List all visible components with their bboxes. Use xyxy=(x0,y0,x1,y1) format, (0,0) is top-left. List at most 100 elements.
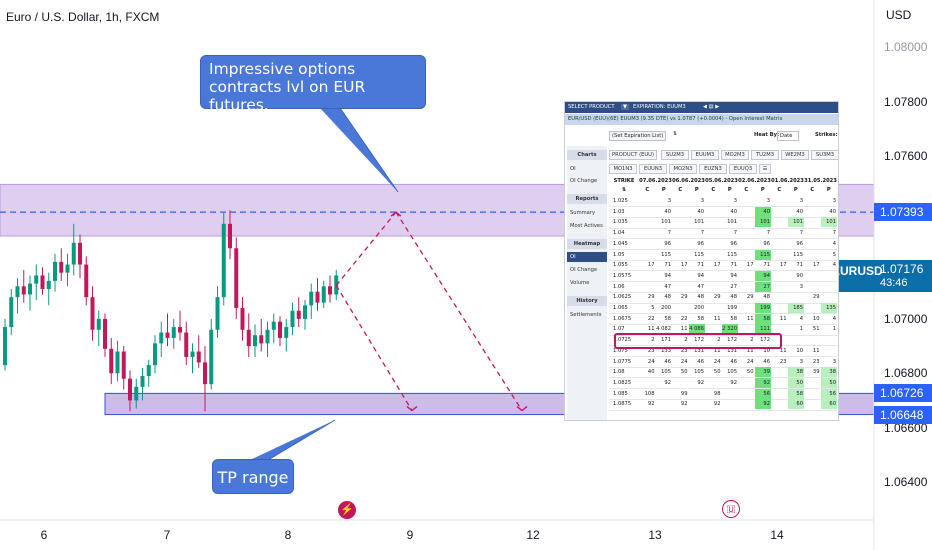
side-item-volume[interactable]: Volume xyxy=(570,280,590,286)
oi-cell xyxy=(722,399,739,409)
product-button[interactable]: EUUN3 xyxy=(639,164,667,174)
select-product-button[interactable]: SELECT PRODUCT xyxy=(568,104,615,110)
lightning-event-icon[interactable]: ⚡ xyxy=(338,501,356,519)
strike-cell: 1.06 xyxy=(613,283,625,290)
oi-cell: 23 xyxy=(812,358,820,365)
oi-cell xyxy=(639,217,656,227)
product-button[interactable]: SU3M3 xyxy=(811,150,838,160)
oi-cell: 101 xyxy=(754,217,771,228)
tp-range-callout[interactable]: TP range xyxy=(212,459,294,494)
oi-cell: 92 xyxy=(754,399,771,410)
matrix-title: EUR/USD (EUU)(6E) EUUM3 (9.35 DTE) vs 1.… xyxy=(565,114,838,125)
candle-body xyxy=(46,280,51,290)
options-callout[interactable]: Impressive options contracts lvl on EUR … xyxy=(200,55,426,114)
product-button[interactable]: EUZN3 xyxy=(699,164,727,174)
oi-cell: 172 xyxy=(727,337,737,344)
candle-body xyxy=(165,332,170,338)
oi-cell: 46 xyxy=(697,358,704,365)
oi-cell: 40 xyxy=(754,206,771,217)
oi-cell: 7 xyxy=(766,230,770,237)
price-tick-label: 1.07000 xyxy=(884,311,928,326)
nav-icons[interactable]: ◀ ▤ ▶ xyxy=(703,104,720,110)
candle-body xyxy=(21,286,26,295)
oi-cell: 90 xyxy=(796,272,803,279)
oi-cell: 96 xyxy=(730,240,737,247)
oi-cell: 7 xyxy=(667,230,671,237)
oi-cell: 185 xyxy=(787,303,804,313)
product-button[interactable]: EUUQ3 xyxy=(729,164,757,174)
oi-cell xyxy=(771,378,788,388)
side-item-oi[interactable]: OI xyxy=(570,166,576,172)
oi-cell: 115 xyxy=(661,251,671,258)
price-level-tag: 1.06726 xyxy=(874,384,932,403)
oi-cell: 29 xyxy=(680,294,688,301)
expiration-list-select[interactable]: (Set Expiration List) xyxy=(609,131,667,141)
oi-cell xyxy=(738,389,755,399)
candle-body xyxy=(71,242,76,265)
side-item-settlements[interactable]: Settlements xyxy=(570,312,602,318)
oi-cell: 23 xyxy=(779,358,787,365)
candle-body xyxy=(15,286,20,298)
oi-cell xyxy=(672,217,689,227)
oi-cell: 39 xyxy=(754,367,771,378)
oi-cell: 4 xyxy=(832,262,836,269)
oi-cell: 50 xyxy=(713,369,721,376)
oi-cell: 23 xyxy=(680,347,688,354)
product-button[interactable]: MO1N3 xyxy=(609,164,637,174)
row-divider xyxy=(609,259,837,261)
oi-cell: 60 xyxy=(820,399,837,410)
oi-cell xyxy=(672,207,689,217)
oi-cell: 24 xyxy=(647,358,655,365)
matrix-toolbar: SELECT PRODUCT ▼ EXPIRATION: EUUM3 ◀ ▤ ▶ xyxy=(565,102,838,113)
side-item-heatmap-oi-change[interactable]: OI Change xyxy=(570,267,598,273)
time-tick-label: 14 xyxy=(770,528,784,542)
product-button[interactable]: PRODUCT (EUU) xyxy=(609,150,657,160)
side-item-summary[interactable]: Summary xyxy=(570,210,596,216)
oi-cell: 24 xyxy=(713,358,721,365)
time-tick-label: 12 xyxy=(526,528,540,542)
us-flag-event-icon[interactable]: 🇺 xyxy=(722,500,740,518)
oi-cell: 50 xyxy=(787,377,804,388)
oi-cell: 38 xyxy=(787,367,804,378)
oi-cell xyxy=(738,207,755,217)
oi-cell: 17 xyxy=(713,262,721,269)
time-tick-label: 7 xyxy=(163,528,171,542)
oi-cell: 7 xyxy=(733,230,737,237)
oi-cell: 11 xyxy=(647,326,655,333)
product-button[interactable]: MO2N3 xyxy=(669,164,697,174)
side-item-heatmap-oi[interactable]: OI xyxy=(567,252,607,262)
strike-cell: 1.0675 xyxy=(613,315,632,322)
row-divider xyxy=(609,334,837,336)
oi-cell xyxy=(821,335,838,345)
strike-cell: 1.03 xyxy=(613,208,625,215)
oi-cell: 17 xyxy=(746,262,754,269)
dropdown-icon[interactable]: ▼ xyxy=(621,104,629,110)
side-item-most-actives[interactable]: Most Actives xyxy=(570,223,603,229)
candle-body xyxy=(278,321,282,338)
candle-body xyxy=(28,283,32,295)
price-tick-label: 1.06400 xyxy=(884,474,928,489)
expiration-select[interactable]: EXPIRATION: EUUM3 xyxy=(633,104,686,110)
oi-cell xyxy=(639,271,656,281)
oi-cell: 10 xyxy=(796,347,803,354)
swap-icon[interactable]: ⇅ xyxy=(673,131,678,137)
product-button[interactable]: ☰ xyxy=(759,164,771,174)
product-button[interactable]: EUUM3 xyxy=(691,150,719,160)
oi-cell: 4 xyxy=(799,315,803,322)
product-button[interactable]: SU2M3 xyxy=(661,150,689,160)
product-button[interactable]: MO2M3 xyxy=(721,150,749,160)
oi-cell: 10 xyxy=(763,347,770,354)
product-button[interactable]: TU2M3 xyxy=(751,150,779,160)
oi-cell: 50 xyxy=(680,369,688,376)
oi-cell xyxy=(804,207,821,217)
oi-cell: 11 xyxy=(680,326,688,333)
side-item-oi-change[interactable]: OI Change xyxy=(570,178,598,184)
oi-cell xyxy=(689,389,706,399)
oi-cell xyxy=(705,303,722,313)
oi-cell xyxy=(771,196,788,206)
heat-by-select[interactable]: Date xyxy=(777,131,800,141)
product-button[interactable]: WE2M3 xyxy=(781,150,809,160)
arrow-head xyxy=(406,406,418,412)
candle-body xyxy=(259,335,264,344)
oi-cell xyxy=(771,271,788,281)
